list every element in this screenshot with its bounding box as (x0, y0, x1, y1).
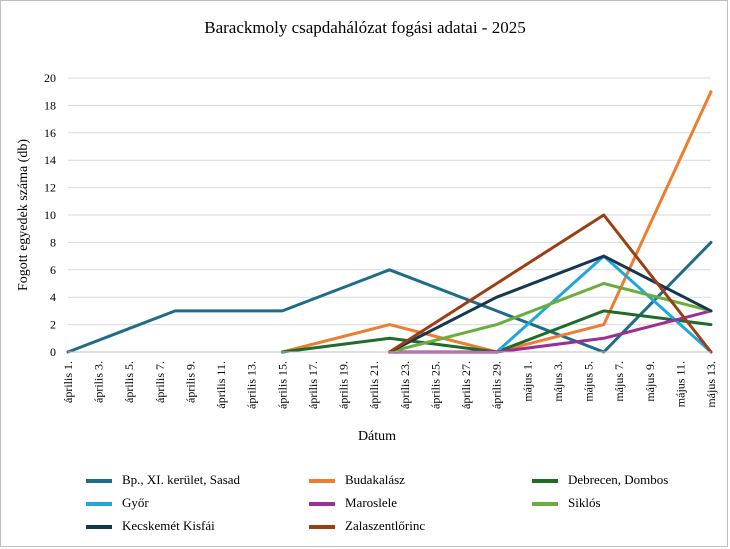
x-tick-label: április 17. (306, 361, 320, 409)
x-tick-label: április 13. (245, 361, 259, 409)
x-tick-label: április 23. (398, 361, 412, 409)
y-tick-label: 8 (50, 235, 56, 249)
x-tick-label: május 13. (704, 361, 718, 408)
x-axis: április 1. április 3. április 5. április 7.… (61, 351, 718, 409)
x-tick-label: április 21. (367, 361, 381, 409)
series-line-siklós (388, 282, 713, 354)
x-tick-label: április 3. (92, 361, 106, 403)
legend-label: Kecskemét Kisfái (122, 518, 215, 533)
y-axis: 0 2 4 6 8 10 12 14 16 18 20 (44, 71, 56, 359)
legend-label: Bp., XI. kerület, Sasad (122, 472, 241, 487)
y-tick-label: 14 (44, 153, 56, 167)
y-tick-label: 4 (50, 290, 56, 304)
series-line-zalaszentlőrinc (388, 213, 713, 354)
y-tick-label: 18 (44, 98, 56, 112)
x-tick-label: április 25. (428, 361, 442, 409)
chart-title: Barackmoly csapdahálózat fogási adatai -… (204, 18, 525, 37)
x-tick-label: április 7. (153, 361, 167, 403)
series-line-budakalász (280, 90, 713, 354)
legend-swatch (309, 479, 335, 483)
legend-label: Maroslele (345, 495, 397, 510)
x-tick-label: április 19. (337, 361, 351, 409)
y-tick-label: 20 (44, 71, 56, 85)
x-tick-label: május 7. (612, 361, 626, 402)
y-tick-label: 16 (44, 126, 56, 140)
x-tick-label: május 1. (520, 361, 534, 402)
legend-label: Győr (122, 495, 149, 510)
legend-swatch (532, 502, 558, 506)
legend-swatch (532, 479, 558, 483)
y-tick-label: 12 (44, 181, 56, 195)
legend-swatch (86, 525, 112, 529)
x-tick-label: április 15. (275, 361, 289, 409)
x-tick-label: április 5. (122, 361, 136, 403)
legend-label: Zalaszentlőrinc (345, 518, 426, 533)
x-tick-label: április 29. (490, 361, 504, 409)
x-tick-label: május 3. (551, 361, 565, 402)
series-line-debrecen-dombos (280, 309, 713, 354)
series-lines (66, 90, 713, 354)
x-tick-label: május 11. (673, 361, 687, 407)
y-tick-label: 2 (50, 318, 56, 332)
legend-label: Budakalász (345, 472, 405, 487)
legend-swatch (86, 502, 112, 506)
x-axis-title: Dátum (358, 429, 396, 444)
legend-swatch (309, 525, 335, 529)
x-tick-label: május 5. (582, 361, 596, 402)
x-tick-label: május 9. (643, 361, 657, 402)
y-tick-label: 6 (50, 263, 56, 277)
legend-swatch (309, 502, 335, 506)
legend-swatch (86, 479, 112, 483)
y-tick-label: 10 (44, 208, 56, 222)
y-tick-label: 0 (50, 345, 56, 359)
x-tick-label: április 1. (61, 361, 75, 403)
x-tick-label: április 11. (214, 361, 228, 409)
legend-label: Debrecen, Dombos (568, 472, 669, 487)
legend-label: Siklós (568, 495, 601, 510)
x-tick-label: április 9. (183, 361, 197, 403)
y-axis-title: Fogott egyedek száma (db) (16, 139, 31, 291)
x-tick-label: április 27. (459, 361, 473, 409)
